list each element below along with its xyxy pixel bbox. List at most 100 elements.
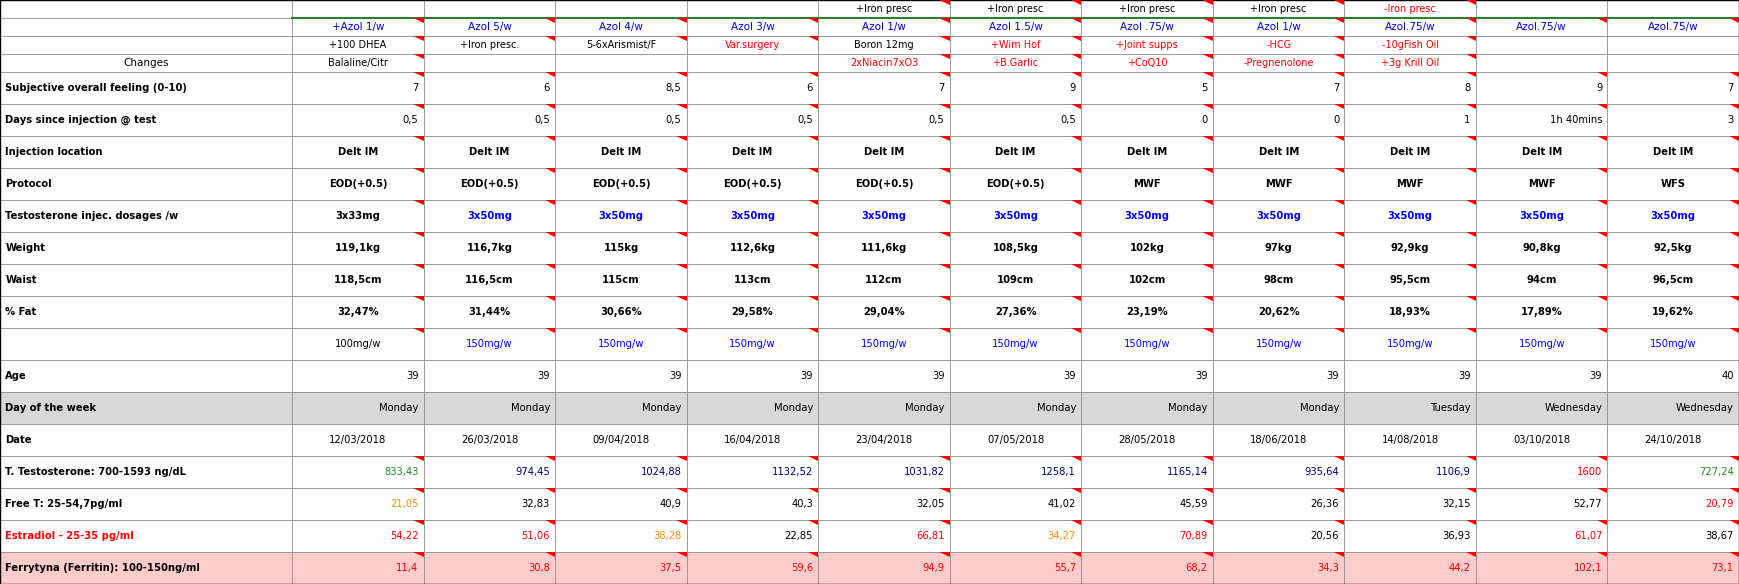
Polygon shape xyxy=(939,104,949,109)
Text: Delt IM: Delt IM xyxy=(602,147,642,157)
Text: 150mg/w: 150mg/w xyxy=(1518,339,1565,349)
Bar xyxy=(0,552,292,584)
Bar xyxy=(292,18,424,36)
Text: Delt IM: Delt IM xyxy=(1259,147,1299,157)
Polygon shape xyxy=(544,328,555,333)
Polygon shape xyxy=(939,36,949,41)
Polygon shape xyxy=(1071,54,1082,59)
Polygon shape xyxy=(1071,72,1082,77)
Polygon shape xyxy=(414,104,424,109)
Text: 29,04%: 29,04% xyxy=(863,307,904,317)
Bar xyxy=(1344,18,1476,36)
Bar xyxy=(424,392,555,424)
Text: 8: 8 xyxy=(1464,83,1471,93)
Text: 30,8: 30,8 xyxy=(529,563,550,573)
Bar xyxy=(1212,232,1344,264)
Text: 97kg: 97kg xyxy=(1264,243,1292,253)
Bar xyxy=(1607,520,1739,552)
Text: Protocol: Protocol xyxy=(5,179,52,189)
Polygon shape xyxy=(1596,296,1607,301)
Text: 833,43: 833,43 xyxy=(384,467,419,477)
Text: Wednesday: Wednesday xyxy=(1676,403,1734,413)
Bar xyxy=(1344,328,1476,360)
Bar xyxy=(1344,0,1476,18)
Bar xyxy=(0,360,292,392)
Polygon shape xyxy=(544,36,555,41)
Text: Delt IM: Delt IM xyxy=(1389,147,1429,157)
Bar xyxy=(687,136,819,168)
Text: 61,07: 61,07 xyxy=(1574,531,1602,541)
Bar xyxy=(687,264,819,296)
Text: Monday: Monday xyxy=(774,403,814,413)
Polygon shape xyxy=(939,200,949,205)
Text: +Iron presc: +Iron presc xyxy=(1250,4,1306,14)
Text: +Joint supps: +Joint supps xyxy=(1116,40,1177,50)
Text: Testosterone injec. dosages /w: Testosterone injec. dosages /w xyxy=(5,211,179,221)
Text: 3x50mg: 3x50mg xyxy=(598,211,643,221)
Polygon shape xyxy=(1729,328,1739,333)
Bar xyxy=(1212,552,1344,584)
Polygon shape xyxy=(1334,200,1344,205)
Bar xyxy=(1344,36,1476,54)
Bar xyxy=(1344,360,1476,392)
Polygon shape xyxy=(1466,264,1476,269)
Text: 92,9kg: 92,9kg xyxy=(1391,243,1429,253)
Bar xyxy=(1212,36,1344,54)
Bar xyxy=(292,168,424,200)
Text: 26/03/2018: 26/03/2018 xyxy=(461,435,518,445)
Bar xyxy=(0,0,292,18)
Text: -10gFish Oil: -10gFish Oil xyxy=(1381,40,1438,50)
Text: 39: 39 xyxy=(1064,371,1076,381)
Text: 150mg/w: 150mg/w xyxy=(1256,339,1303,349)
Bar xyxy=(555,296,687,328)
Text: 39: 39 xyxy=(1327,371,1339,381)
Text: 108,5kg: 108,5kg xyxy=(993,243,1038,253)
Polygon shape xyxy=(544,456,555,461)
Polygon shape xyxy=(1202,232,1212,237)
Text: 3x50mg: 3x50mg xyxy=(1520,211,1563,221)
Bar xyxy=(687,552,819,584)
Text: 6: 6 xyxy=(544,83,550,93)
Bar xyxy=(949,104,1082,136)
Polygon shape xyxy=(1071,520,1082,525)
Bar xyxy=(687,54,819,72)
Bar xyxy=(949,200,1082,232)
Text: Azol.75/w: Azol.75/w xyxy=(1649,22,1699,32)
Bar xyxy=(687,456,819,488)
Polygon shape xyxy=(676,18,687,23)
Polygon shape xyxy=(809,136,819,141)
Bar xyxy=(819,392,949,424)
Bar xyxy=(424,456,555,488)
Bar xyxy=(819,424,949,456)
Polygon shape xyxy=(544,104,555,109)
Bar xyxy=(1607,488,1739,520)
Text: 9: 9 xyxy=(1596,83,1602,93)
Polygon shape xyxy=(1466,136,1476,141)
Text: 102,1: 102,1 xyxy=(1574,563,1602,573)
Text: Azol 3/w: Azol 3/w xyxy=(730,22,774,32)
Polygon shape xyxy=(1202,136,1212,141)
Polygon shape xyxy=(1202,200,1212,205)
Bar xyxy=(292,54,424,72)
Text: Delt IM: Delt IM xyxy=(1522,147,1562,157)
Bar xyxy=(1476,296,1607,328)
Polygon shape xyxy=(414,488,424,493)
Bar xyxy=(555,456,687,488)
Polygon shape xyxy=(1466,168,1476,173)
Polygon shape xyxy=(414,328,424,333)
Polygon shape xyxy=(414,18,424,23)
Text: 73,1: 73,1 xyxy=(1711,563,1734,573)
Polygon shape xyxy=(544,168,555,173)
Text: 150mg/w: 150mg/w xyxy=(729,339,776,349)
Polygon shape xyxy=(1334,104,1344,109)
Polygon shape xyxy=(1596,264,1607,269)
Bar xyxy=(1212,488,1344,520)
Polygon shape xyxy=(1202,72,1212,77)
Bar xyxy=(819,552,949,584)
Text: 115kg: 115kg xyxy=(603,243,638,253)
Text: EOD(+0.5): EOD(+0.5) xyxy=(723,179,783,189)
Bar xyxy=(819,168,949,200)
Text: 150mg/w: 150mg/w xyxy=(466,339,513,349)
Text: 92,5kg: 92,5kg xyxy=(1654,243,1692,253)
Polygon shape xyxy=(1729,104,1739,109)
